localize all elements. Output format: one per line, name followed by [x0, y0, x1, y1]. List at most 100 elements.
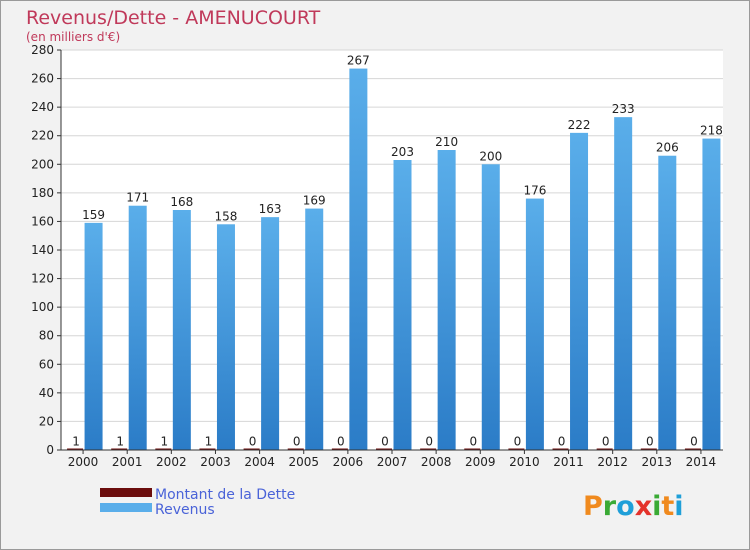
proxiti-logo: Proxiti [583, 491, 684, 522]
x-tick-label: 2010 [509, 455, 540, 469]
bar-dette [420, 448, 437, 450]
bar-revenus [393, 160, 412, 450]
data-label-dette: 0 [690, 435, 698, 449]
data-label-dette: 0 [514, 435, 522, 449]
x-tick-label: 2012 [597, 455, 628, 469]
data-label-dette: 0 [337, 435, 345, 449]
data-label-dette: 1 [205, 435, 213, 449]
y-tick-label: 240 [31, 100, 54, 114]
data-label-dette: 0 [249, 435, 257, 449]
legend-label-revenus: Revenus [155, 502, 215, 518]
data-label-revenus: 267 [347, 54, 370, 68]
logo-letter: P [583, 491, 603, 522]
x-tick-label: 2008 [421, 455, 452, 469]
bar-revenus [172, 210, 191, 450]
y-tick-label: 20 [39, 414, 54, 428]
data-label-revenus: 169 [303, 194, 326, 208]
data-label-dette: 0 [469, 435, 477, 449]
data-label-revenus: 163 [259, 202, 282, 216]
y-tick-label: 160 [31, 214, 54, 228]
y-tick-label: 200 [31, 157, 54, 171]
data-label-dette: 1 [161, 435, 169, 449]
data-label-dette: 0 [646, 435, 654, 449]
data-label-dette: 0 [293, 435, 301, 449]
data-label-dette: 1 [116, 435, 124, 449]
y-tick-label: 260 [31, 72, 54, 86]
data-label-revenus: 210 [435, 135, 458, 149]
x-tick-label: 2014 [686, 455, 717, 469]
bar-dette [243, 448, 260, 450]
bar-revenus [614, 117, 633, 451]
bar-dette [287, 448, 304, 450]
data-label-revenus: 168 [170, 195, 193, 209]
y-axis-ticks: 0 20 40 60 80 100 120 140 160 180 200 220 240 260 280 [31, 43, 61, 457]
bar-dette [464, 448, 481, 450]
chart-title: Revenus/Dette - AMENUCOURT [26, 7, 321, 29]
y-tick-label: 80 [39, 329, 54, 343]
y-tick-label: 140 [31, 243, 54, 257]
bar-dette [111, 448, 128, 450]
x-tick-label: 2001 [112, 455, 143, 469]
bar-revenus [570, 132, 589, 450]
bar-revenus [481, 164, 500, 451]
bar-revenus [525, 198, 544, 450]
x-tick-label: 2003 [200, 455, 231, 469]
y-tick-label: 120 [31, 272, 54, 286]
bar-revenus [261, 217, 280, 450]
x-tick-label: 2009 [465, 455, 496, 469]
legend-label-debt: Montant de la Dette [155, 487, 295, 503]
bar-revenus [128, 205, 147, 450]
logo-letter: i [674, 491, 683, 522]
data-labels: 1 159 1 171 1 168 1 158 0 163 0 169 0 267 0 203 0 210 0 200… [72, 54, 723, 449]
proxiti-logo-text: Proxiti [583, 491, 684, 522]
x-tick-label: 2013 [642, 455, 673, 469]
x-tick-label: 2006 [333, 455, 364, 469]
bar-dette [331, 448, 348, 450]
logo-letter: i [652, 491, 661, 522]
logo-letter: t [661, 491, 674, 522]
x-tick-label: 2011 [553, 455, 584, 469]
data-label-revenus: 233 [612, 102, 635, 116]
x-tick-label: 2000 [68, 455, 99, 469]
data-label-dette: 1 [72, 435, 80, 449]
data-label-dette: 0 [558, 435, 566, 449]
y-tick-label: 180 [31, 186, 54, 200]
x-axis-ticks: 2000 2001 2002 2003 2004 2005 2006 2007 2008 2009… [68, 450, 716, 469]
bar-dette [552, 448, 569, 450]
x-tick-label: 2002 [156, 455, 187, 469]
bars [67, 68, 721, 451]
bar-dette [640, 448, 657, 450]
data-label-dette: 0 [425, 435, 433, 449]
y-tick-label: 60 [39, 357, 54, 371]
bar-revenus [658, 155, 677, 450]
bar-dette [199, 448, 216, 450]
bar-revenus [437, 150, 456, 450]
bar-revenus [305, 208, 324, 450]
bar-revenus [84, 222, 103, 450]
gridlines [61, 49, 723, 451]
bar-revenus [216, 224, 235, 450]
legend-swatch-revenus [100, 503, 152, 512]
data-label-revenus: 158 [215, 209, 238, 223]
bar-revenus [702, 138, 721, 451]
logo-letter: x [635, 491, 652, 522]
x-tick-label: 2004 [244, 455, 275, 469]
bar-dette [684, 448, 701, 450]
legend-swatch-debt [100, 488, 152, 497]
data-label-dette: 0 [381, 435, 389, 449]
y-tick-label: 0 [46, 443, 54, 457]
logo-letter: o [616, 491, 635, 522]
bar-dette [596, 448, 613, 450]
y-tick-label: 220 [31, 129, 54, 143]
data-label-revenus: 171 [126, 191, 149, 205]
logo-letter: r [603, 491, 617, 522]
y-tick-label: 40 [39, 386, 54, 400]
y-tick-label: 280 [31, 43, 54, 57]
data-label-revenus: 222 [568, 118, 591, 132]
data-label-revenus: 206 [656, 141, 679, 155]
x-tick-label: 2005 [288, 455, 319, 469]
data-label-dette: 0 [602, 435, 610, 449]
bar-revenus [349, 68, 368, 451]
